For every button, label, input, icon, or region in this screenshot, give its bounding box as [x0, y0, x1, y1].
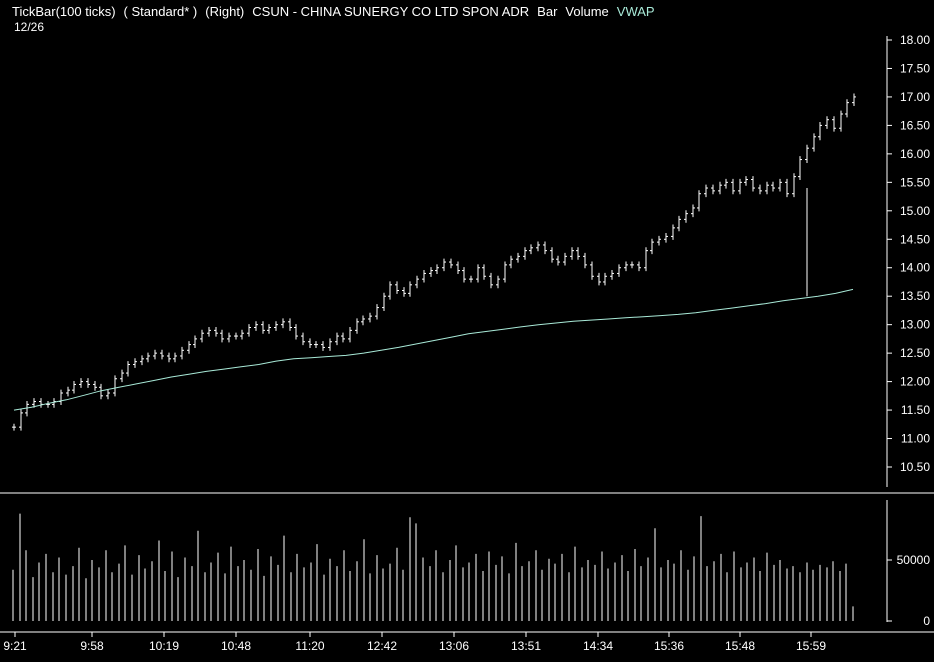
symbol-label: CSUN - CHINA SUNERGY CO LTD SPON ADR — [252, 4, 530, 19]
price-tick-label: 15.50 — [900, 175, 930, 189]
price-tick-label: 10.50 — [900, 460, 930, 474]
price-tick-label: 18.00 — [900, 33, 930, 47]
volume-tick-label: 50000 — [897, 553, 931, 567]
price-tick-label: 17.50 — [900, 61, 930, 75]
price-tick-label: 12.00 — [900, 375, 930, 389]
time-tick-label: 9:21 — [3, 639, 27, 653]
time-tick-label: 13:51 — [511, 639, 541, 653]
time-tick-label: 13:06 — [439, 639, 469, 653]
session-label: ( Standard* ) — [123, 4, 198, 19]
volume-tick-label: 0 — [923, 614, 930, 628]
volume-study-label: Volume — [565, 4, 609, 19]
chart-title-bar: TickBar(100 ticks) ( Standard* ) (Right) CS… — [12, 4, 663, 19]
time-tick-label: 12:42 — [367, 639, 397, 653]
price-tick-label: 11.00 — [901, 432, 930, 446]
session-date: 12/26 — [14, 20, 45, 34]
price-tick-label: 17.00 — [900, 90, 930, 104]
axis-side-label: (Right) — [205, 4, 245, 19]
vwap-line — [13, 288, 854, 411]
time-tick-label: 15:36 — [654, 639, 684, 653]
time-tick-label: 10:48 — [221, 639, 251, 653]
price-tick-label: 14.00 — [900, 261, 930, 275]
price-tick-label: 15.00 — [900, 204, 930, 218]
price-tick-label: 16.00 — [900, 147, 930, 161]
price-tick-label: 12.50 — [900, 346, 930, 360]
price-tick-label: 11.50 — [901, 403, 930, 417]
style-label: Bar — [537, 4, 558, 19]
time-tick-label: 10:19 — [149, 639, 179, 653]
vwap-study-label: VWAP — [616, 4, 655, 19]
time-tick-label: 15:59 — [796, 639, 826, 653]
time-tick-label: 15:48 — [725, 639, 755, 653]
time-tick-label: 14:34 — [583, 639, 613, 653]
interval-label: TickBar(100 ticks) — [12, 4, 116, 19]
price-tick-label: 13.50 — [900, 289, 930, 303]
price-tick-label: 14.50 — [900, 232, 930, 246]
time-tick-label: 11:20 — [295, 639, 324, 653]
price-tick-label: 16.50 — [900, 118, 930, 132]
time-tick-label: 9:58 — [80, 639, 104, 653]
price-tick-label: 13.00 — [900, 318, 930, 332]
